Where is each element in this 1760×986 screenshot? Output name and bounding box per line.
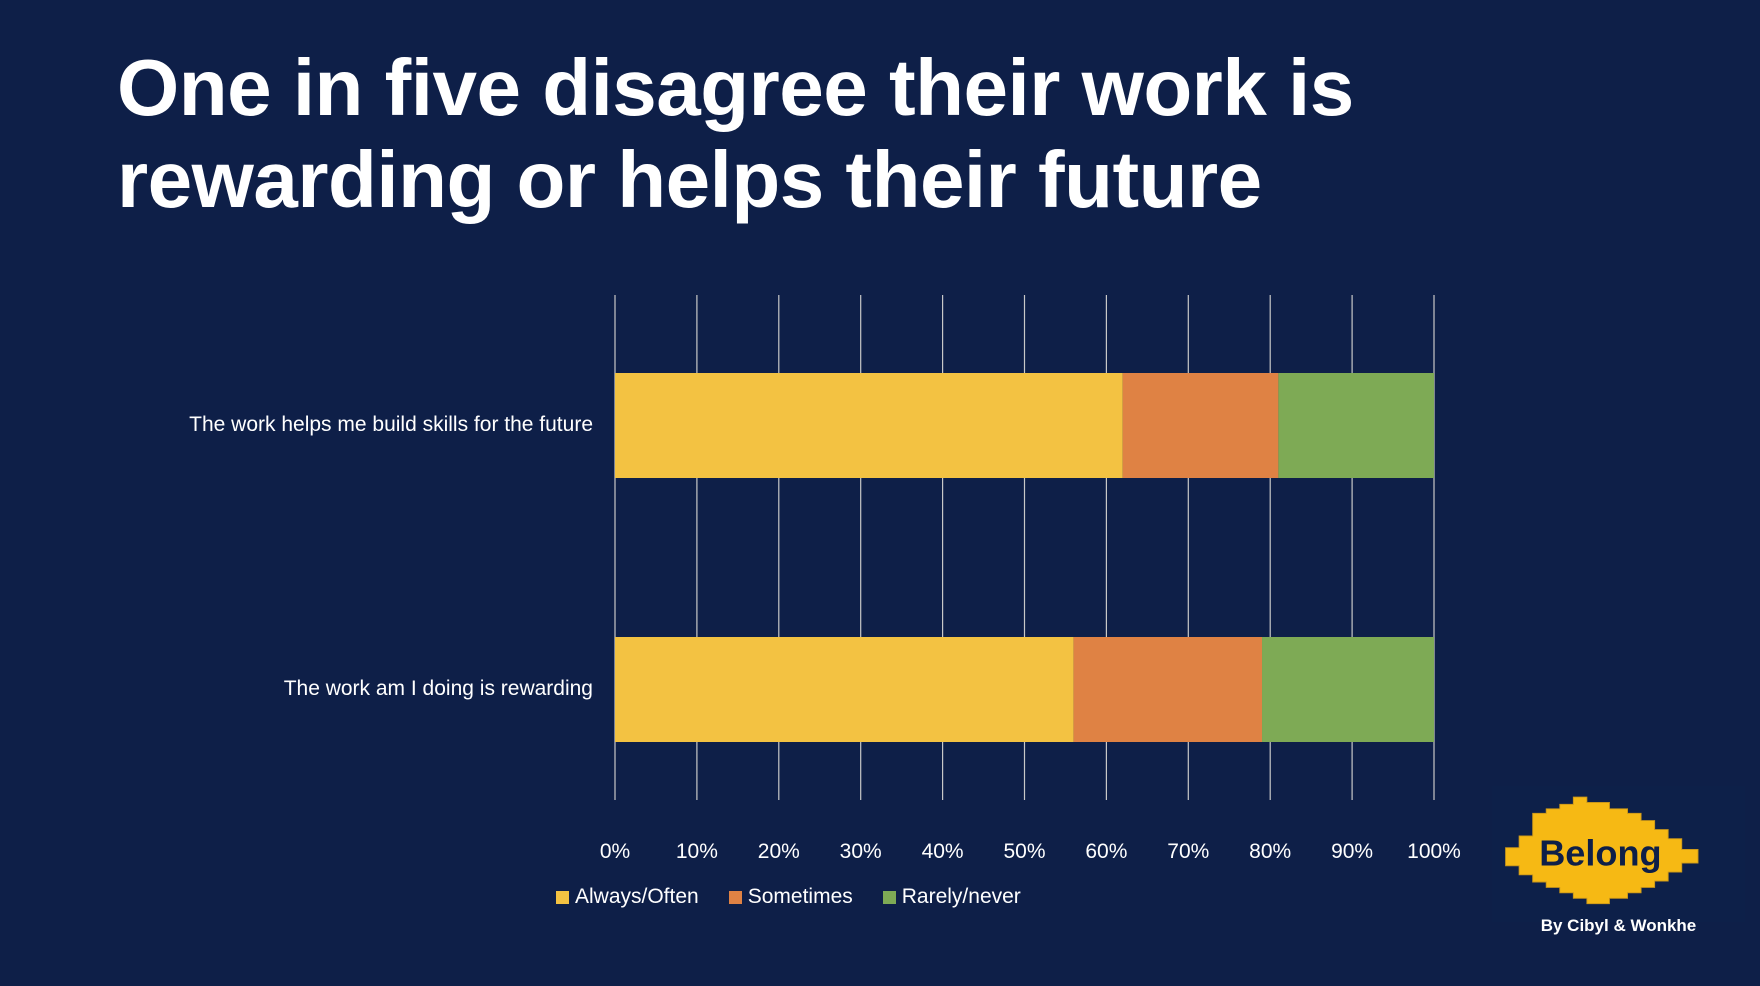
legend-label: Sometimes [747,885,853,908]
bar-segment-rarely-never [1278,373,1434,478]
x-tick-label: 10% [675,840,718,863]
x-tick-label: 80% [1249,840,1292,863]
x-tick-label: 100% [1407,840,1461,863]
bar-segment-sometimes [1122,373,1279,478]
legend-item: Always/Often [556,885,699,909]
legend-swatch [728,890,742,904]
logo-caption: By Cibyl & Wonkhe [1540,916,1697,935]
title-line-1: One in five disagree their work is [117,43,1354,132]
x-tick-label: 0% [599,840,631,863]
x-tick-label: 50% [1003,840,1046,863]
x-tick-label: 30% [839,840,882,863]
x-tick-label: 40% [921,840,964,863]
legend-item: Rarely/never [882,885,1021,909]
logo-wordmark: Belong [1539,833,1661,874]
category-label: The work am I doing is rewarding [283,676,593,700]
title-line-2: rewarding or helps their future [117,135,1262,224]
x-tick-label: 90% [1331,840,1374,863]
category-label: The work helps me build skills for the f… [189,412,593,436]
legend-swatch [556,890,569,904]
slide-title: One in five disagree their work is reward… [117,42,1617,226]
bar-segment-always-often [615,373,1123,478]
legend-label: Rarely/never [901,885,1021,908]
legend-swatch [882,890,896,904]
bar-segment-always-often [615,637,1074,742]
bar-segment-sometimes [1073,637,1263,742]
x-tick-label: 70% [1167,840,1210,863]
legend-item: Sometimes [728,885,853,909]
legend: Always/Often Sometimes Rarely/never [556,885,1021,909]
x-tick-label: 20% [757,840,800,863]
bar-segment-rarely-never [1262,637,1434,742]
legend-label: Always/Often [575,885,699,908]
belong-logo: Belong [1492,786,1745,922]
x-tick-label: 60% [1085,840,1128,863]
